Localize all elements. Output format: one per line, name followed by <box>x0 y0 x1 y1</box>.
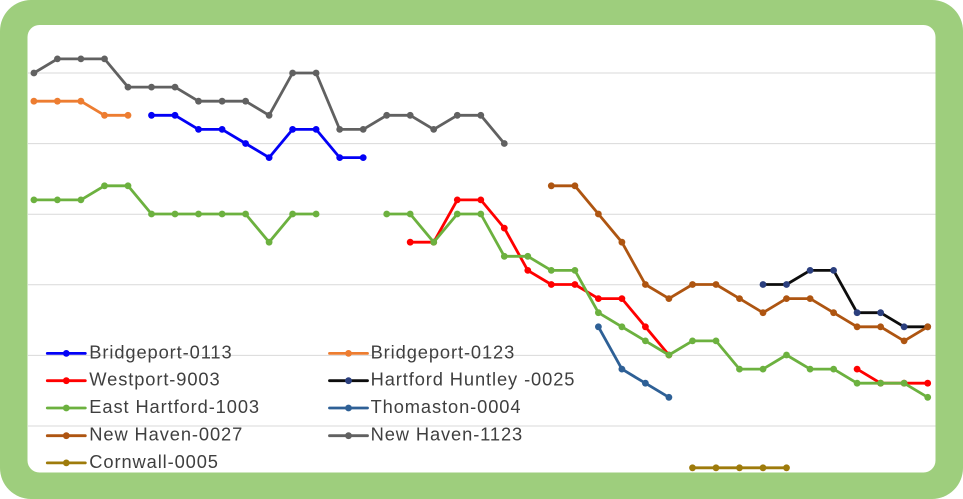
svg-text:Westport-9003: Westport-9003 <box>89 369 220 390</box>
svg-text:East Hartford-1003: East Hartford-1003 <box>89 396 260 417</box>
svg-text:Cornwall-0005: Cornwall-0005 <box>89 451 219 472</box>
svg-text:New Haven-1123: New Haven-1123 <box>371 424 523 445</box>
svg-text:Bridgeport-0123: Bridgeport-0123 <box>371 341 516 362</box>
svg-text:Thomaston-0004: Thomaston-0004 <box>371 396 522 417</box>
svg-text:Bridgeport-0113: Bridgeport-0113 <box>89 341 232 362</box>
svg-text:New Haven-0027: New Haven-0027 <box>89 424 243 445</box>
svg-text:Hartford Huntley -0025: Hartford Huntley -0025 <box>371 369 576 390</box>
